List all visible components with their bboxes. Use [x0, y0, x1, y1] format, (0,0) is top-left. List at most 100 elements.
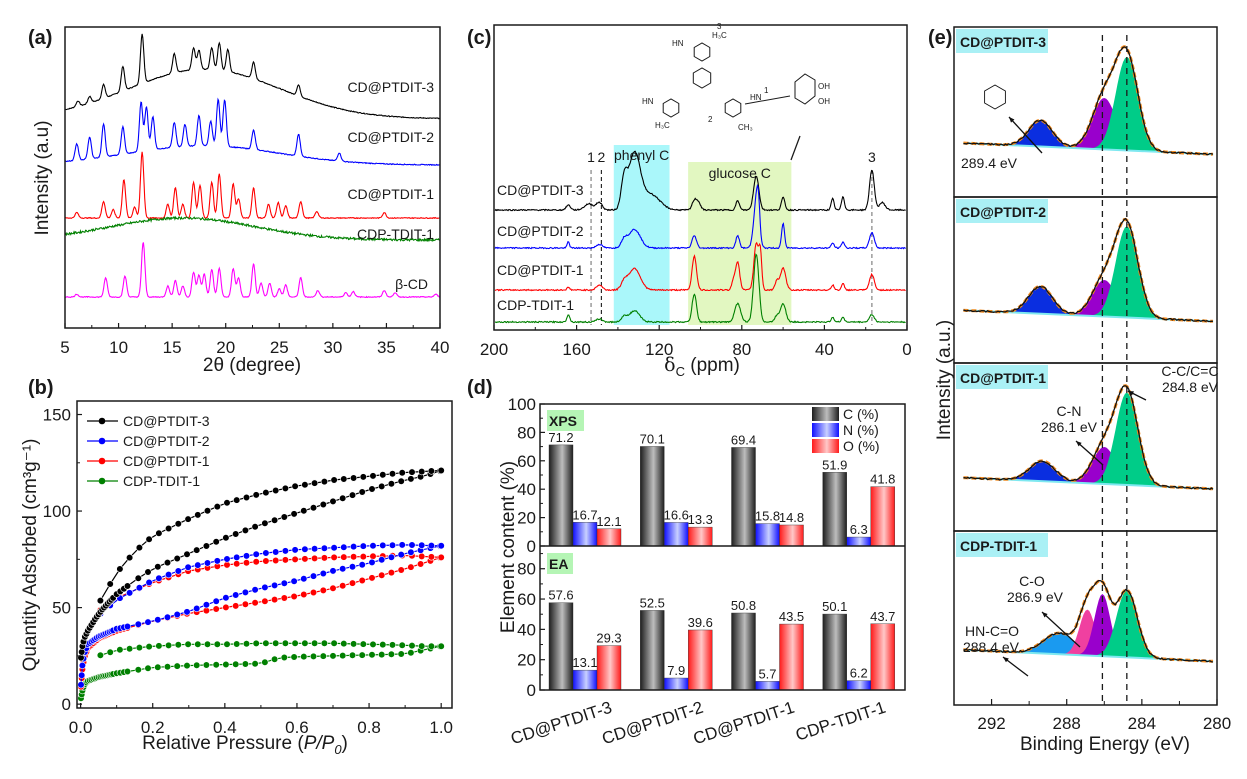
bar-value-label: 13.1 — [572, 655, 597, 670]
isotherm-point — [359, 542, 367, 550]
ch3-label-left: H₃C — [655, 121, 670, 130]
isotherm-point — [280, 653, 288, 662]
isotherm-point — [96, 651, 104, 659]
bar-xps-c-cd-ptdit-3 — [548, 444, 574, 547]
isotherm-point — [135, 543, 143, 552]
xrd-line-cd — [64, 242, 441, 299]
isotherm-point — [203, 640, 212, 648]
isotherm-point — [183, 608, 191, 616]
annotation-hnco-value: 288.4 eV — [963, 639, 1020, 655]
isotherm-point — [379, 471, 387, 479]
isotherm-point — [408, 541, 416, 549]
isotherm-point — [311, 554, 319, 563]
c-xtick-label: 80 — [732, 340, 751, 359]
isotherm-point — [417, 560, 425, 568]
bar-value-label: 7.9 — [667, 663, 685, 678]
isotherm-point — [437, 542, 445, 550]
isotherm-point — [165, 641, 173, 650]
panel-label-c: (c) — [467, 27, 491, 49]
isotherm-point — [233, 553, 241, 562]
tag-ea: EA — [549, 556, 568, 572]
isotherm-point — [242, 640, 251, 648]
legend-item-cdp-tdit-1: CDP-TDIT-1 — [87, 473, 200, 489]
xps-frame — [953, 530, 1218, 706]
panel-b-ylabel: Quantity Adsorbed (cm³g⁻¹) — [20, 439, 41, 672]
isotherm-point — [339, 494, 347, 502]
bar-ea-n-cd-ptdit-2 — [664, 677, 689, 691]
isotherm-point — [126, 553, 134, 562]
bar-value-label: 71.2 — [548, 430, 573, 445]
isotherm-point — [311, 479, 319, 487]
component-c-n — [963, 447, 1214, 489]
isotherm-point — [123, 622, 132, 631]
tag-bg-xps — [547, 410, 584, 431]
isotherm-point — [193, 546, 201, 554]
carbamate-link — [744, 95, 791, 105]
ch3-label: H₃C — [712, 31, 727, 40]
isotherm-point — [291, 482, 299, 490]
legend-label: CD@PTDIT-3 — [123, 413, 210, 429]
e-xtick-label: 292 — [977, 714, 1005, 733]
xps-tag-cdp-tdit-1: CDP-TDIT-1 — [960, 538, 1037, 554]
isotherm-point — [155, 642, 163, 650]
isotherm-point — [134, 620, 142, 628]
isotherm-point — [242, 552, 251, 560]
legend-swatch — [812, 407, 839, 421]
legend-item-cd-ptdit-2: CD@PTDIT-2 — [87, 433, 210, 449]
ch3-label-right: CH₃ — [738, 123, 753, 132]
a-xtick-label: 40 — [431, 338, 450, 357]
aryl-ring-top — [693, 42, 711, 62]
xps-subplot-cd-ptdit-2: CD@PTDIT-2 — [953, 196, 1218, 364]
bar-xps-o-cd-ptdit-1 — [779, 524, 804, 547]
component-c-n — [963, 98, 1214, 155]
isotherm-point — [123, 667, 132, 676]
isotherm-point — [212, 597, 220, 605]
isotherm-point — [155, 529, 163, 537]
isotherm-point — [397, 477, 405, 485]
arrow-co — [1041, 611, 1081, 648]
isotherm-point — [427, 553, 436, 561]
panel-label-a: (a) — [28, 27, 52, 49]
isotherm-point — [222, 660, 230, 669]
nmr-line-cd-ptdit-3 — [494, 150, 906, 212]
isotherm-point — [145, 578, 153, 587]
isotherm-point — [329, 497, 337, 506]
isotherm-point — [309, 504, 318, 512]
bar-xps-c-cdp-tdit-1 — [822, 472, 847, 547]
bar-value-label: 50.8 — [731, 598, 756, 613]
b-ytick-label: 100 — [43, 502, 71, 521]
annotation-co-label: C-O — [1019, 573, 1045, 589]
bar-value-label: 5.7 — [758, 666, 776, 681]
isotherm-point — [213, 557, 221, 565]
isotherm-point — [301, 545, 309, 553]
isotherm-point — [145, 535, 153, 543]
isotherm-point — [358, 561, 366, 569]
isotherm-point — [407, 649, 415, 657]
d-ytick-label: 80 — [517, 560, 536, 579]
arrow-cc-head — [1128, 391, 1134, 396]
bar-ea-o-cdp-tdit-1 — [870, 623, 895, 691]
isotherm-point — [359, 473, 367, 481]
isotherm-point — [154, 563, 162, 571]
isotherm-point — [387, 480, 396, 488]
band-label-phenyl-c: phenyl C — [614, 147, 669, 163]
isotherm-point — [261, 597, 269, 605]
d-ytick-label: 40 — [517, 480, 536, 499]
isotherm-point — [213, 503, 221, 511]
glucose-ring — [794, 73, 816, 105]
isotherm-point — [271, 655, 279, 663]
isotherm-point — [126, 645, 134, 653]
isotherm-point — [232, 602, 240, 610]
isotherm-point — [309, 652, 318, 661]
isotherm-point — [242, 493, 251, 502]
bar-ea-c-cd-ptdit-1 — [731, 612, 756, 691]
isotherm-point — [397, 566, 405, 574]
a-xtick-label: 10 — [109, 338, 128, 357]
isotherm-point — [368, 485, 376, 493]
xps-tag-cd-ptdit-2: CD@PTDIT-2 — [960, 204, 1046, 220]
carbon-3-label: 3 — [717, 22, 722, 31]
isotherm-point — [252, 491, 260, 499]
isotherm-point — [300, 652, 308, 661]
isotherm-adsorption-cd-ptdit-3 — [80, 470, 441, 658]
